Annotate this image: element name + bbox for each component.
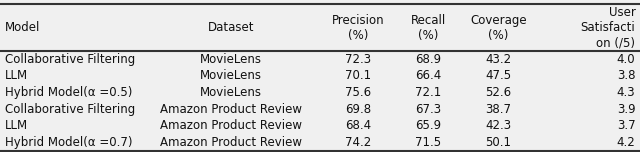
Text: 42.3: 42.3 <box>485 119 511 132</box>
Text: Collaborative Filtering: Collaborative Filtering <box>4 103 135 116</box>
Text: Recall
(%): Recall (%) <box>411 14 446 42</box>
Text: Amazon Product Review: Amazon Product Review <box>160 103 302 116</box>
Text: 68.9: 68.9 <box>415 53 442 66</box>
Text: 71.5: 71.5 <box>415 136 442 149</box>
Text: MovieLens: MovieLens <box>200 53 262 66</box>
Text: 72.3: 72.3 <box>345 53 371 66</box>
Text: 50.1: 50.1 <box>485 136 511 149</box>
Text: 38.7: 38.7 <box>485 103 511 116</box>
Text: 43.2: 43.2 <box>485 53 511 66</box>
Text: 75.6: 75.6 <box>345 86 371 99</box>
Text: 69.8: 69.8 <box>345 103 371 116</box>
Text: Hybrid Model(α =0.5): Hybrid Model(α =0.5) <box>4 86 132 99</box>
Text: 4.2: 4.2 <box>617 136 636 149</box>
Text: 72.1: 72.1 <box>415 86 442 99</box>
Text: 4.0: 4.0 <box>617 53 636 66</box>
Text: 74.2: 74.2 <box>345 136 371 149</box>
Text: Collaborative Filtering: Collaborative Filtering <box>4 53 135 66</box>
Text: User
Satisfacti
on (/5): User Satisfacti on (/5) <box>580 6 636 49</box>
Text: Amazon Product Review: Amazon Product Review <box>160 136 302 149</box>
Text: 3.8: 3.8 <box>617 69 636 82</box>
Text: Amazon Product Review: Amazon Product Review <box>160 119 302 132</box>
Text: 66.4: 66.4 <box>415 69 442 82</box>
Text: 68.4: 68.4 <box>345 119 371 132</box>
Text: Coverage
(%): Coverage (%) <box>470 14 527 42</box>
Text: LLM: LLM <box>4 119 28 132</box>
Text: LLM: LLM <box>4 69 28 82</box>
Text: 47.5: 47.5 <box>485 69 511 82</box>
Text: MovieLens: MovieLens <box>200 69 262 82</box>
Text: Hybrid Model(α =0.7): Hybrid Model(α =0.7) <box>4 136 132 149</box>
Text: Dataset: Dataset <box>207 21 254 34</box>
Text: 67.3: 67.3 <box>415 103 442 116</box>
Text: 52.6: 52.6 <box>485 86 511 99</box>
Text: 3.7: 3.7 <box>617 119 636 132</box>
Text: MovieLens: MovieLens <box>200 86 262 99</box>
Text: Model: Model <box>4 21 40 34</box>
Text: 3.9: 3.9 <box>617 103 636 116</box>
Text: 70.1: 70.1 <box>345 69 371 82</box>
Text: 4.3: 4.3 <box>617 86 636 99</box>
Text: Precision
(%): Precision (%) <box>332 14 385 42</box>
Text: 65.9: 65.9 <box>415 119 442 132</box>
